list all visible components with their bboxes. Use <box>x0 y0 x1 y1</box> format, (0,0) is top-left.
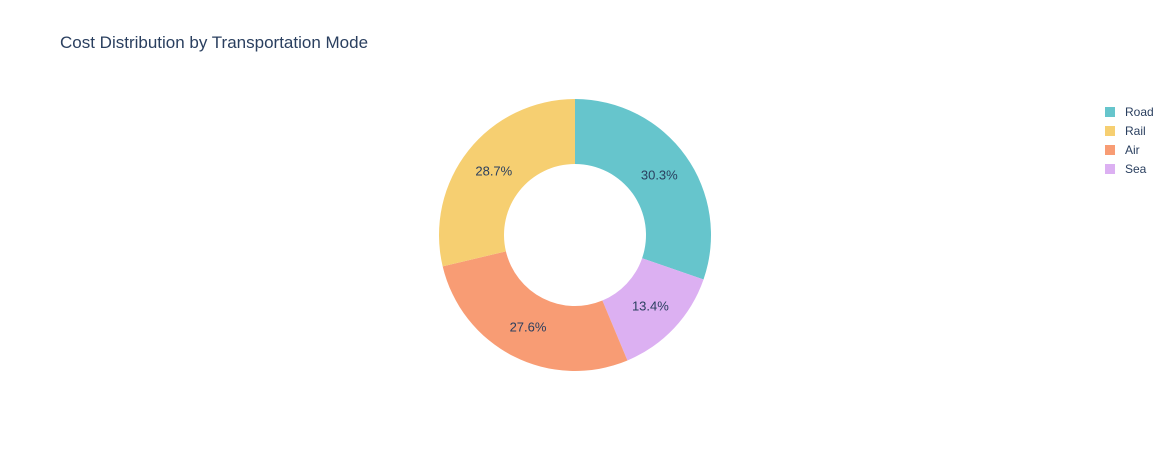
slice-percent-label-road: 30.3% <box>641 168 678 183</box>
pie-slice-air[interactable] <box>442 251 628 371</box>
slice-percent-label-sea: 13.4% <box>632 298 669 313</box>
chart-title: Cost Distribution by Transportation Mode <box>60 33 369 52</box>
legend-swatch-icon <box>1105 164 1115 174</box>
slice-percent-label-rail: 28.7% <box>475 163 512 178</box>
slice-percent-label-air: 27.6% <box>510 320 547 335</box>
legend-item-sea[interactable]: Sea <box>1105 162 1154 176</box>
legend-swatch-icon <box>1105 145 1115 155</box>
pie-slice-road[interactable] <box>575 99 712 280</box>
legend-item-road[interactable]: Road <box>1105 105 1154 119</box>
legend-item-air[interactable]: Air <box>1105 143 1154 157</box>
legend-label: Sea <box>1125 162 1147 176</box>
legend-label: Rail <box>1125 124 1146 138</box>
legend: Road Rail Air Sea <box>1105 105 1154 176</box>
legend-label: Road <box>1125 105 1154 119</box>
pie-slice-sea[interactable] <box>602 258 704 361</box>
legend-swatch-icon <box>1105 126 1115 136</box>
legend-item-rail[interactable]: Rail <box>1105 124 1154 138</box>
legend-label: Air <box>1125 143 1140 157</box>
pie-slice-rail[interactable] <box>439 99 575 267</box>
legend-swatch-icon <box>1105 107 1115 117</box>
